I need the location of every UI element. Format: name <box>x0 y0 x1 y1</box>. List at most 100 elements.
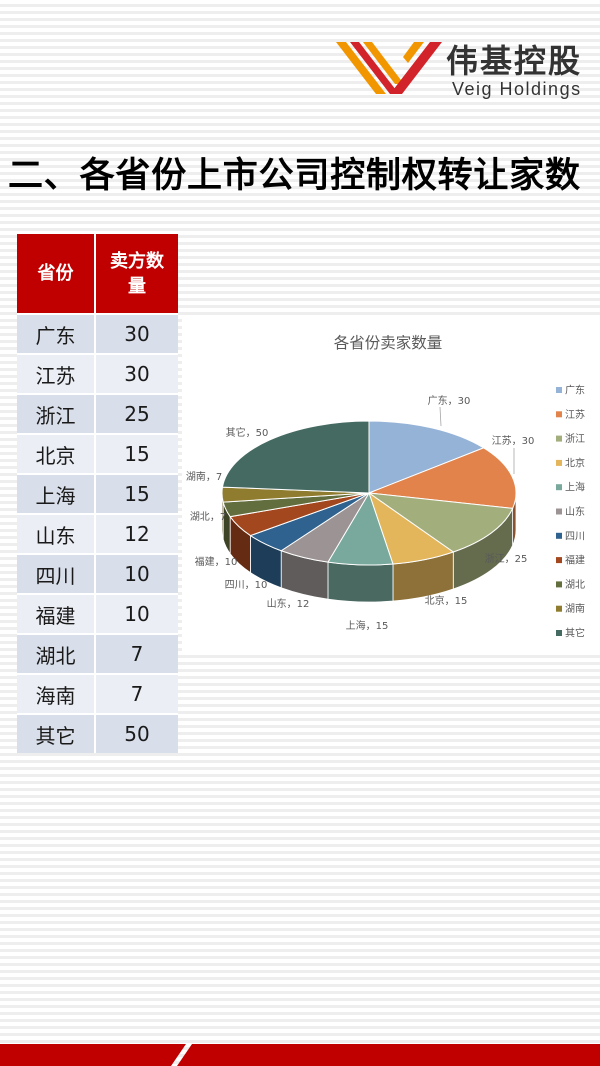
legend-label: 湖北 <box>565 579 585 591</box>
legend-marker <box>556 581 562 588</box>
data-label-category: 浙江 <box>485 553 505 565</box>
data-label-value: 12 <box>297 599 310 610</box>
header-seller-count: 卖方数量 <box>96 234 178 313</box>
province-cell: 上海 <box>17 475 94 513</box>
data-label: 山东，12 <box>267 597 310 610</box>
logo-stripe <box>363 42 404 84</box>
data-label-value: 30 <box>458 396 471 407</box>
legend-item: 上海 <box>556 481 585 494</box>
province-cell: 江苏 <box>17 355 94 393</box>
legend-marker <box>556 387 562 393</box>
data-label-category: 湖北 <box>190 511 210 523</box>
chart-title: 各省份卖家数量 <box>334 334 443 352</box>
province-cell: 四川 <box>17 555 94 593</box>
data-label-category: 广东 <box>428 394 448 407</box>
legend-item: 江苏 <box>556 408 585 421</box>
legend-label: 上海 <box>565 481 585 494</box>
data-label-separator: ， <box>505 554 515 565</box>
data-label-separator: ， <box>215 557 225 568</box>
data-label: 湖北，7 <box>190 511 226 523</box>
company-name-en: Veig Holdings <box>452 79 582 99</box>
legend-marker <box>556 411 562 418</box>
seller-count-cell: 7 <box>96 675 178 713</box>
data-label-category: 山东 <box>267 597 287 610</box>
data-label: 其它，50 <box>226 426 269 439</box>
data-label-separator: ， <box>287 599 297 610</box>
legend-item: 广东 <box>556 384 585 397</box>
seller-count-cell: 15 <box>96 475 178 513</box>
data-label-value: 7 <box>220 512 226 523</box>
legend-item: 其它 <box>556 627 585 640</box>
footer-bar-right <box>177 1044 600 1066</box>
seller-count-cell: 30 <box>96 355 178 393</box>
province-cell: 福建 <box>17 595 94 633</box>
data-label-category: 江苏 <box>492 434 512 447</box>
province-cell: 山东 <box>17 515 94 553</box>
data-label-separator: ， <box>245 580 255 591</box>
table-row: 福建 10 <box>17 595 178 633</box>
header-province: 省份 <box>17 234 94 313</box>
table-row: 江苏 30 <box>17 355 178 393</box>
pie-slices <box>221 420 517 566</box>
province-cell: 湖北 <box>17 635 94 673</box>
data-label-value: 15 <box>376 621 389 632</box>
data-labels: 广东，30江苏，30浙江，25北京，15上海，15山东，12四川，10福建，10… <box>186 394 535 632</box>
footer-bar <box>0 1044 600 1066</box>
legend-marker <box>556 630 562 636</box>
legend-label: 四川 <box>565 531 585 542</box>
data-label-value: 10 <box>225 557 238 568</box>
legend-label: 福建 <box>565 554 585 567</box>
legend-item: 北京 <box>556 456 585 469</box>
logo-stripe <box>390 42 442 94</box>
legend-marker <box>556 484 562 491</box>
pie-slice <box>368 420 485 494</box>
legend-item: 山东 <box>556 505 585 518</box>
seller-count-cell: 12 <box>96 515 178 553</box>
data-label-value: 7 <box>216 472 222 483</box>
legend-marker <box>556 557 562 564</box>
logo-stripe <box>336 42 386 94</box>
province-cell: 海南 <box>17 675 94 713</box>
legend-label: 其它 <box>565 627 585 640</box>
leader-lines <box>439 406 515 474</box>
table-row: 山东 12 <box>17 515 178 553</box>
legend-item: 福建 <box>556 554 585 567</box>
logo-stripe <box>350 42 399 94</box>
leader-line <box>439 406 442 427</box>
data-label-value: 15 <box>455 596 468 607</box>
data-label: 四川，10 <box>225 580 268 591</box>
legend-label: 广东 <box>565 384 585 397</box>
legend-marker <box>556 508 562 515</box>
seller-count-cell: 50 <box>96 715 178 753</box>
data-label-separator: ， <box>512 436 522 447</box>
table-row: 上海 15 <box>17 475 178 513</box>
data-label-category: 湖南 <box>186 470 206 483</box>
seller-count-cell: 10 <box>96 555 178 593</box>
seller-count-cell: 10 <box>96 595 178 633</box>
data-label: 广东，30 <box>428 394 471 407</box>
data-label-separator: ， <box>448 396 458 407</box>
table-row: 湖北 7 <box>17 635 178 673</box>
legend-label: 北京 <box>565 456 585 469</box>
data-label-value: 25 <box>515 554 528 565</box>
legend-marker <box>556 532 562 539</box>
table-row: 广东 30 <box>17 315 178 353</box>
table-header-row: 省份 卖方数量 <box>17 234 178 313</box>
data-label: 江苏，30 <box>492 434 535 447</box>
company-logo-mark <box>336 42 442 94</box>
legend-item: 湖北 <box>556 579 585 591</box>
seller-count-cell: 30 <box>96 315 178 353</box>
footer-bar-left <box>0 1044 186 1066</box>
data-label-separator: ， <box>206 472 216 483</box>
data-label-category: 福建 <box>195 555 215 568</box>
data-label-value: 50 <box>256 428 269 439</box>
data-label: 北京，15 <box>425 594 468 607</box>
pie-slice <box>221 420 370 494</box>
pie-slice <box>368 492 514 553</box>
province-cell: 广东 <box>17 315 94 353</box>
pie-chart: 广东，30江苏，30浙江，25北京，15上海，15山东，12四川，10福建，10… <box>186 334 585 640</box>
province-cell: 其它 <box>17 715 94 753</box>
table-row: 四川 10 <box>17 555 178 593</box>
legend-marker <box>556 435 562 442</box>
